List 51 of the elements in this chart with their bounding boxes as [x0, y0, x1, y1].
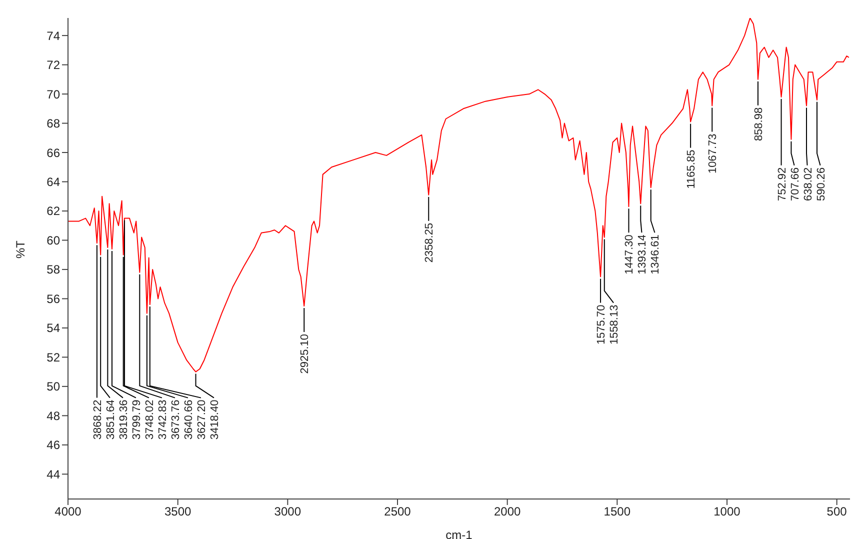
y-tick-label: 60 — [46, 233, 60, 248]
x-axis-title: cm-1 — [446, 528, 473, 539]
x-tick-label: 1000 — [714, 504, 741, 519]
annotation: 3673.76 — [170, 400, 182, 440]
annotation: 1575.70 — [596, 304, 608, 345]
y-tick-label: 52 — [46, 350, 60, 364]
y-tick-label: 46 — [46, 438, 60, 452]
annotation: 3851.64 — [104, 400, 117, 440]
annotation: 3627.20 — [196, 400, 208, 440]
y-tick-label: 62 — [46, 204, 60, 218]
annotation: 1165.85 — [686, 150, 698, 189]
y-tick-label: 44 — [46, 467, 60, 482]
x-tick-label: 3000 — [274, 504, 302, 519]
y-tick-label: 70 — [46, 87, 60, 102]
annotation: 1558.13 — [608, 304, 621, 345]
annotation: 707.66 — [789, 167, 802, 202]
annotation: 3799.79 — [130, 400, 143, 440]
y-tick-label: 50 — [46, 380, 60, 394]
annotation: 3748.02 — [144, 400, 156, 440]
annotation: 858.98 — [752, 107, 765, 142]
annotation: 3418.40 — [208, 400, 221, 440]
y-axis-title: %T — [13, 240, 28, 258]
x-tick-label: 2500 — [384, 504, 412, 519]
annotation: 3868.22 — [92, 400, 104, 440]
annotation: 1067.73 — [707, 134, 720, 174]
annotation: 1393.14 — [636, 234, 649, 274]
annotation: 3819.36 — [118, 400, 130, 440]
y-tick-label: 68 — [46, 116, 60, 131]
annotation: 3742.83 — [156, 400, 169, 440]
x-tick-label: 2000 — [494, 504, 521, 519]
annotation: 752.92 — [776, 167, 788, 202]
y-tick-label: 54 — [46, 321, 60, 336]
annotation: 2358.25 — [424, 222, 436, 263]
y-tick-label: 58 — [46, 262, 60, 277]
annotation: 3640.66 — [182, 400, 195, 440]
y-tick-label: 66 — [46, 146, 60, 160]
y-tick-label: 48 — [46, 408, 60, 423]
y-tick-label: 56 — [46, 292, 60, 306]
y-tick-label: 74 — [46, 28, 60, 43]
annotation: 590.26 — [815, 167, 828, 202]
x-tick-label: 500 — [826, 504, 848, 519]
x-tick-label: 1500 — [604, 504, 631, 519]
annotation: 1447.30 — [624, 234, 636, 274]
y-tick-label: 72 — [46, 58, 60, 72]
annotation: 638.02 — [802, 167, 814, 202]
annotation: 1346.61 — [650, 234, 662, 274]
x-tick-label: 3500 — [164, 504, 192, 519]
line-series — [68, 18, 850, 372]
x-tick-label: 4000 — [54, 504, 82, 519]
y-tick-label: 64 — [46, 175, 60, 190]
annotation: 2925.10 — [299, 334, 312, 374]
